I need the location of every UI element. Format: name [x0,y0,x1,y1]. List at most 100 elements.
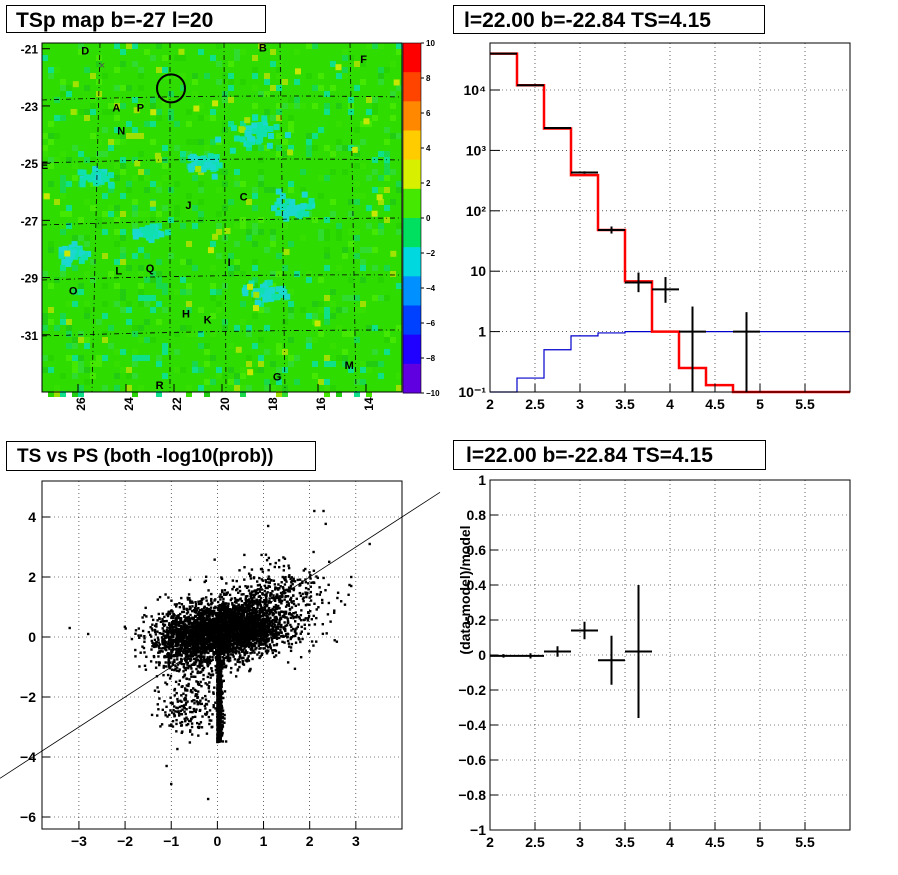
scatter-point [156,598,159,601]
scatter-point [182,634,186,637]
map-cell [280,289,287,296]
scatter-point [211,673,214,677]
map-cell [275,188,282,195]
map-cell [174,367,180,373]
colorbar-tick-label: 6 [426,109,431,118]
map-cell [372,97,378,103]
map-cell [252,343,258,349]
map-cell [306,277,312,283]
scatter-point [242,613,245,617]
map-cell [363,118,370,125]
scatter-point [182,639,185,642]
map-cell [259,287,266,294]
scatter-point [222,608,225,611]
scatter-point [189,650,193,654]
map-cell [150,217,156,223]
map-cell [246,235,252,241]
map-source-label: R [156,380,164,392]
map-cell [324,229,330,235]
map-cell [306,203,313,210]
map-cell [378,277,384,283]
scatter-point [225,664,228,668]
scatter-point [209,646,213,649]
map-cell [330,61,336,67]
scatter-point [181,610,184,614]
scatter-point [189,607,192,610]
scatter-point [185,627,188,630]
scatter-point [196,622,199,626]
scatter-point [170,649,173,652]
scatter-point [162,624,166,628]
map-cell [114,349,120,355]
map-cell [354,229,360,235]
map-cell [276,253,282,259]
scatter-point [165,648,168,652]
map-cell [234,241,240,247]
scatter-point [168,661,172,664]
map-cell [354,379,360,385]
map-cell [132,157,138,163]
scatter-point [236,643,239,647]
map-cell [264,91,270,97]
map-cell [162,205,168,211]
scatter-point [194,604,198,608]
scatter-point [266,646,270,649]
scatter-point [215,630,218,634]
map-cell [48,319,54,325]
scatter-point [171,619,175,623]
map-cell [72,289,78,295]
map-cell [186,283,192,289]
scatter-point [250,614,254,618]
scatter-point [248,599,251,603]
map-cell [324,361,330,367]
scatter-point [237,617,240,621]
scatter-point [257,644,260,648]
scatter-point [158,643,162,646]
scatter-point [253,626,256,629]
map-cell [228,379,234,385]
scatter-point [157,661,161,664]
map-cell [174,331,180,337]
scatter-point [192,630,195,633]
map-cell [204,162,211,169]
scatter-point [251,626,255,629]
scatter-point [224,627,228,630]
scatter-point [250,596,254,600]
map-cell [138,289,144,295]
map-cell [144,187,150,193]
scatter-point [260,620,263,624]
scatter-point [201,630,205,634]
scatter-point [255,628,259,632]
scatter-point [180,646,183,650]
scatter-point [265,644,268,647]
map-cell [200,166,207,173]
map-cell [66,355,72,361]
map-cell [312,361,318,367]
scatter-point [246,605,250,608]
map-cell [132,175,138,181]
scatter-point [205,632,208,635]
map-cell [234,265,240,271]
scatter-point [155,640,158,644]
map-cell [324,385,330,391]
map-cell [270,49,276,55]
scatter-point [195,639,198,642]
map-cell [120,295,126,301]
scatter-point [154,642,157,646]
scatter-point [291,627,295,631]
map-cell [174,55,180,61]
map-cell [276,85,282,91]
map-cell [378,175,384,181]
scatter-point [190,636,194,639]
scatter-point [180,626,183,630]
scatter-point [188,596,191,600]
scatter-point [179,612,182,616]
map-cell [54,157,60,163]
scatter-point [161,617,164,621]
map-cell [132,43,138,49]
spectrum-y-tick-label: 10² [466,203,487,219]
scatter-point [244,628,248,631]
map-cell [174,289,180,295]
scatter-point [171,662,174,665]
map-cell [84,379,90,385]
